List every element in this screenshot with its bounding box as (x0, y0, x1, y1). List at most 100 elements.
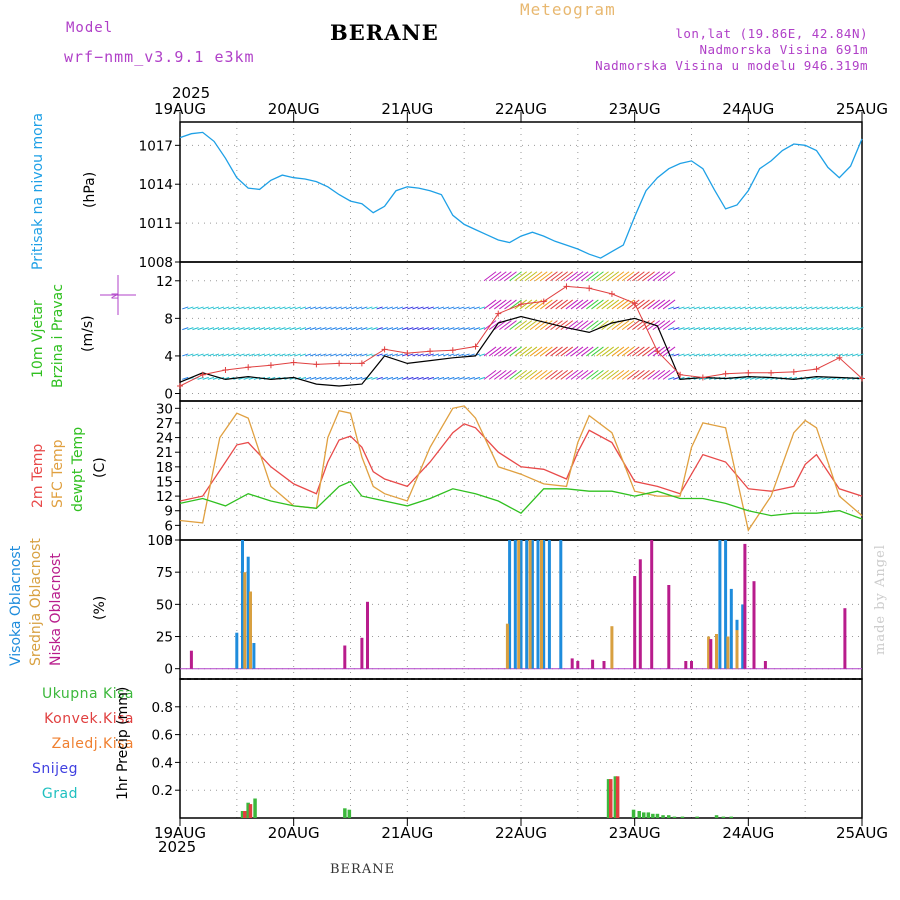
wind-barb (739, 353, 746, 357)
wind-barb (422, 327, 429, 331)
wind-barb (309, 353, 317, 357)
wind-barb (811, 353, 818, 357)
wind-barb (657, 369, 671, 380)
wind-barb (499, 271, 512, 282)
wind-barb (708, 353, 716, 357)
wind-barb (396, 306, 404, 310)
wind-barb (570, 299, 584, 310)
series-line-2m-temp (179, 423, 863, 502)
wind-barb (289, 353, 296, 357)
wind-barb (734, 327, 741, 331)
wind-barb (345, 353, 353, 357)
wind-barb (821, 306, 828, 310)
wind-barb (304, 353, 312, 357)
wind-barb (795, 353, 803, 357)
wind-barb (811, 376, 818, 380)
wind-barb (626, 271, 640, 282)
wind-barb (550, 369, 563, 380)
wind-barb (749, 376, 757, 380)
wind-barb (304, 327, 312, 331)
wind-barb (320, 306, 327, 310)
y-tick-label: 12 (156, 489, 173, 505)
wind-barb (611, 299, 625, 310)
wind-barb (269, 306, 276, 310)
wind-barb (197, 327, 204, 331)
wind-barb (294, 327, 301, 331)
wind-barb (488, 299, 502, 310)
wind-barb (565, 271, 579, 282)
wind-barb (376, 306, 383, 310)
wind-barb (806, 306, 813, 310)
bar (729, 816, 733, 818)
wind-barb (565, 369, 579, 380)
gust-marker (427, 348, 434, 355)
wind-barb (560, 271, 574, 282)
wind-barb (478, 327, 486, 331)
wind-barb (719, 353, 726, 357)
wind-barb (274, 327, 281, 331)
wind-barb (744, 353, 752, 357)
bar (715, 634, 718, 669)
wind-barb (847, 353, 854, 357)
wind-barb (519, 369, 533, 380)
wind-barb (391, 376, 399, 380)
snow-label: Snijeg (31, 761, 78, 777)
wind-barb (468, 353, 475, 357)
gust-marker (540, 298, 547, 305)
wind-barb (207, 353, 215, 357)
wind-barb (626, 346, 640, 357)
wind-barb (775, 353, 782, 357)
wind-barb (197, 306, 204, 310)
wind-barb (345, 306, 353, 310)
wind-barb (841, 353, 849, 357)
wind-barb (642, 369, 655, 380)
wind-barb (626, 369, 640, 380)
bar (519, 540, 523, 669)
x-tick-label-bottom: 21AUG (381, 824, 433, 842)
wind-barb (391, 306, 399, 310)
bar (243, 572, 247, 669)
wind-barb (356, 306, 363, 310)
wind-barb (493, 320, 507, 331)
wind-barb (212, 306, 220, 310)
wind-barb (698, 353, 706, 357)
wind-barb (678, 327, 685, 331)
wind-barb (626, 320, 640, 331)
wind-barb (770, 353, 777, 357)
wind-barb (514, 346, 528, 357)
wind-barb (483, 369, 497, 380)
wind-barb (760, 306, 767, 310)
wind-barb (545, 320, 558, 331)
bar (528, 540, 532, 669)
bar (667, 585, 671, 669)
wind-barb (765, 306, 772, 310)
panel-frame (179, 678, 863, 819)
wind-barb (596, 346, 609, 357)
wind-barb (831, 306, 839, 310)
wind-barb (652, 299, 666, 310)
wind-barb (407, 353, 414, 357)
bar (741, 604, 745, 669)
wind-barb (719, 327, 726, 331)
wind-barb (540, 299, 553, 310)
precip-total-label: Ukupna Kisa (41, 686, 134, 702)
wind-barb (417, 376, 424, 380)
gust-marker (608, 290, 615, 297)
bar (763, 661, 767, 669)
wind-barb (187, 327, 194, 331)
wind-barb (345, 376, 353, 380)
wind-barb (320, 353, 327, 357)
wind-barb (703, 306, 711, 310)
wind-barb (831, 353, 839, 357)
gust-marker (768, 369, 775, 376)
wind-barb (263, 327, 271, 331)
y-tick-label: 9 (164, 504, 173, 520)
bar (508, 540, 512, 669)
wind-barb (591, 346, 604, 357)
wind-barb (739, 306, 746, 310)
wind-barb (499, 346, 512, 357)
gust-marker (631, 300, 638, 307)
wind-barb (386, 353, 394, 357)
wind-barb (570, 369, 584, 380)
wind-barb (207, 376, 215, 380)
